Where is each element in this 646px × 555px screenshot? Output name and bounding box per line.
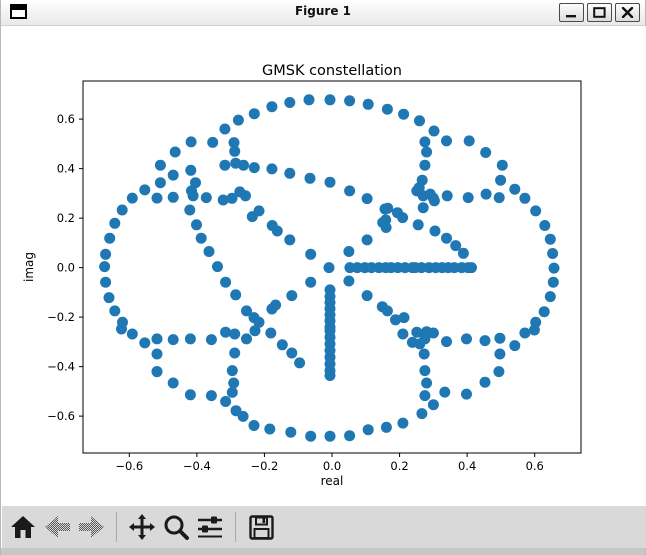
scatter-points [99, 94, 560, 442]
pan-icon [129, 514, 155, 540]
figure-canvas[interactable]: GMSK constellation −0.6 −0.4 −0.2 0.0 0.2 0.4… [2, 26, 646, 506]
forward-arrow-icon [78, 516, 104, 538]
minimize-button[interactable] [559, 3, 584, 22]
svg-text:−0.6: −0.6 [47, 409, 75, 423]
maximize-button[interactable] [587, 3, 612, 22]
save-icon [248, 514, 274, 540]
home-icon [11, 516, 35, 538]
back-arrow-icon [44, 516, 70, 538]
title-bar[interactable]: Figure 1 [1, 0, 645, 26]
close-icon [621, 7, 634, 18]
svg-text:0.4: 0.4 [458, 459, 476, 473]
svg-text:0.6: 0.6 [57, 112, 75, 126]
window-controls [559, 3, 640, 22]
window-title: Figure 1 [294, 4, 352, 18]
y-axis-label: imag [22, 252, 36, 282]
close-button[interactable] [615, 3, 640, 22]
plot-svg[interactable]: GMSK constellation −0.6 −0.4 −0.2 0.0 0.2 0.4… [2, 26, 646, 506]
pan-button[interactable] [127, 512, 157, 542]
home-button[interactable] [8, 512, 38, 542]
toolbar-separator [116, 512, 117, 542]
forward-button[interactable] [76, 512, 106, 542]
svg-text:−0.4: −0.4 [47, 360, 75, 374]
svg-text:−0.2: −0.2 [47, 310, 75, 324]
back-button[interactable] [42, 512, 72, 542]
svg-text:0.6: 0.6 [526, 459, 544, 473]
svg-text:0.2: 0.2 [390, 459, 408, 473]
maximize-icon [593, 7, 606, 18]
svg-text:0.4: 0.4 [57, 162, 75, 176]
save-button[interactable] [246, 512, 276, 542]
svg-text:0.2: 0.2 [57, 211, 75, 225]
window-icon [10, 4, 27, 19]
zoom-button[interactable] [161, 512, 191, 542]
x-axis-label: real [321, 474, 344, 488]
magnifier-icon [164, 515, 189, 540]
axis-ticks: −0.6 −0.4 −0.2 0.0 0.2 0.4 0.6 −0.6 −0.4 −0.2 0.0 0… [47, 112, 544, 473]
minimize-icon [566, 15, 576, 18]
configure-subplots-button[interactable] [195, 512, 225, 542]
plot-title: GMSK constellation [262, 63, 402, 79]
svg-text:−0.6: −0.6 [115, 459, 143, 473]
toolbar-separator [235, 512, 236, 542]
sliders-icon [198, 516, 222, 538]
svg-text:0.0: 0.0 [57, 261, 75, 275]
svg-text:0.0: 0.0 [323, 459, 341, 473]
svg-text:−0.2: −0.2 [250, 459, 278, 473]
navigation-toolbar [2, 506, 646, 548]
svg-text:−0.4: −0.4 [183, 459, 211, 473]
window-bottom-edge [1, 548, 645, 555]
